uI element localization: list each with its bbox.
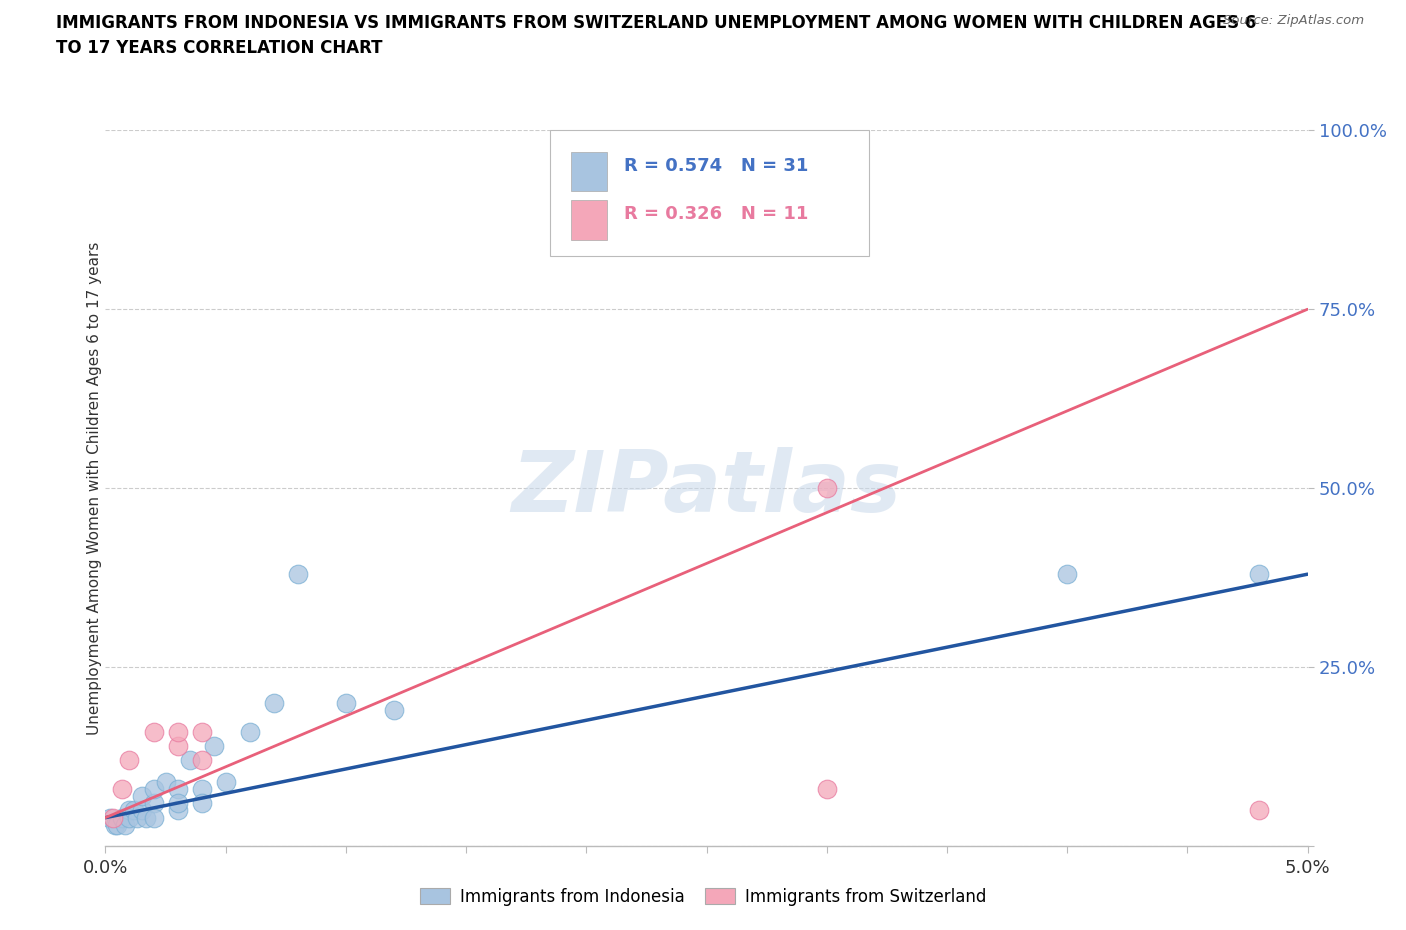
Point <box>815 781 838 796</box>
Point <box>202 738 225 753</box>
Point <box>382 703 405 718</box>
Point <box>335 696 357 711</box>
Point <box>142 810 165 825</box>
Point <box>190 796 212 811</box>
Point <box>125 810 148 825</box>
Point <box>179 753 201 768</box>
Legend: Immigrants from Indonesia, Immigrants from Switzerland: Immigrants from Indonesia, Immigrants fr… <box>413 881 993 912</box>
Point <box>287 566 309 581</box>
Point <box>1249 566 1271 581</box>
Point <box>142 781 165 796</box>
Point <box>107 817 129 832</box>
Point <box>155 775 177 790</box>
Point <box>190 724 212 739</box>
Point <box>166 724 188 739</box>
Point <box>1249 804 1271 818</box>
Text: TO 17 YEARS CORRELATION CHART: TO 17 YEARS CORRELATION CHART <box>56 39 382 57</box>
Point <box>135 810 157 825</box>
Point <box>166 781 188 796</box>
Point <box>131 804 153 818</box>
Point <box>190 753 212 768</box>
Point <box>111 810 134 825</box>
Point <box>101 810 124 825</box>
Text: ZIPatlas: ZIPatlas <box>512 446 901 530</box>
Y-axis label: Unemployment Among Women with Children Ages 6 to 17 years: Unemployment Among Women with Children A… <box>87 242 101 735</box>
Point <box>142 796 165 811</box>
Point <box>166 796 188 811</box>
Bar <box>571 152 607 191</box>
Point <box>118 810 141 825</box>
Point <box>118 753 141 768</box>
Text: IMMIGRANTS FROM INDONESIA VS IMMIGRANTS FROM SWITZERLAND UNEMPLOYMENT AMONG WOME: IMMIGRANTS FROM INDONESIA VS IMMIGRANTS … <box>56 14 1257 32</box>
Point <box>214 775 236 790</box>
Point <box>263 696 285 711</box>
FancyBboxPatch shape <box>550 130 869 256</box>
Point <box>142 724 165 739</box>
Point <box>111 781 134 796</box>
Text: R = 0.326   N = 11: R = 0.326 N = 11 <box>624 206 808 223</box>
Bar <box>571 200 607 240</box>
Point <box>190 781 212 796</box>
Point <box>815 481 838 496</box>
Point <box>114 817 136 832</box>
Point <box>131 789 153 804</box>
Text: R = 0.574   N = 31: R = 0.574 N = 31 <box>624 157 808 176</box>
Text: Source: ZipAtlas.com: Source: ZipAtlas.com <box>1223 14 1364 27</box>
Point <box>239 724 262 739</box>
Point <box>104 817 127 832</box>
Point <box>118 804 141 818</box>
Point <box>1056 566 1078 581</box>
Point <box>166 738 188 753</box>
Point <box>166 804 188 818</box>
Point <box>98 810 121 825</box>
Point <box>124 804 146 818</box>
